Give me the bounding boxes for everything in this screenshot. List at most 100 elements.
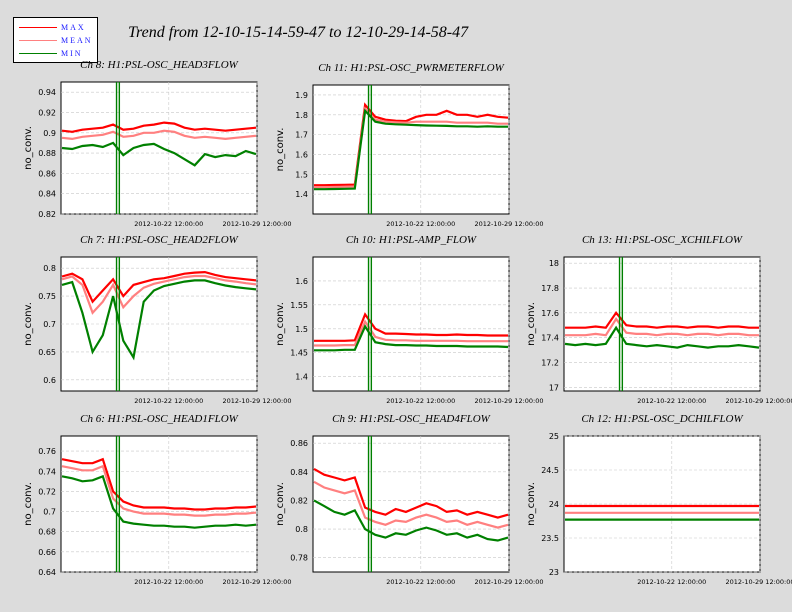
y-axis-label: no_conv. (275, 302, 286, 346)
series-max (61, 457, 257, 511)
data-gap-marker (370, 85, 373, 214)
x-tick-label: 2012-10-29 12:00:00 (222, 397, 291, 405)
series-min (564, 325, 760, 349)
data-gap-marker (370, 257, 373, 391)
plot-area (312, 435, 510, 573)
y-tick-label: 0.7 (43, 320, 56, 329)
legend: MAX MEAN MIN (13, 17, 98, 63)
y-tick-label: 1.6 (295, 277, 308, 286)
series-mean (314, 106, 508, 189)
y-tick-label: 0.66 (38, 548, 56, 557)
plot-area (60, 81, 258, 215)
y-tick-label: 0.82 (290, 496, 308, 505)
data-gap-marker (115, 436, 118, 572)
series-max (314, 102, 509, 187)
y-tick-label: 18 (549, 259, 559, 268)
legend-swatch-mean (19, 40, 57, 41)
x-tick-label: 2012-10-22 12:00:00 (386, 220, 455, 228)
chart-2: Ch 11: H1:PSL-OSC_PWRMETERFLOW 1.4 1.5 1.6 1… (275, 62, 544, 228)
y-tick-label: 23.5 (541, 534, 559, 543)
legend-item-mean: MEAN (14, 35, 97, 47)
legend-label-mean: MEAN (61, 36, 93, 45)
series-min (314, 108, 508, 191)
series-mean (61, 129, 257, 141)
x-tick-label: 2012-10-22 12:00:00 (386, 578, 455, 586)
series-min (61, 474, 257, 529)
y-tick-label: 24.5 (541, 466, 559, 475)
y-axis-label: no_conv. (23, 126, 34, 170)
series-min (314, 324, 509, 352)
data-gap-marker (115, 82, 118, 214)
legend-label-min: MIN (61, 49, 83, 58)
legend-item-min: MIN (14, 48, 97, 60)
y-tick-label: 0.74 (38, 467, 56, 476)
series-mean (61, 274, 257, 315)
y-tick-label: 1.4 (295, 373, 308, 382)
x-tick-label: 2012-10-29 12:00:00 (222, 220, 291, 228)
y-tick-label: 0.68 (38, 528, 56, 537)
chart-5: Ch 13: H1:PSL-OSC_XCHILFLOW 17 17.2 17.4 17.… (526, 234, 792, 405)
data-gap-marker (118, 82, 121, 214)
chart-title: Ch 11: H1:PSL-OSC_PWRMETERFLOW (318, 62, 504, 74)
y-tick-label: 0.86 (38, 169, 56, 178)
y-tick-label: 1.6 (295, 150, 308, 159)
y-tick-label: 0.82 (38, 210, 56, 219)
y-tick-label: 0.76 (38, 447, 56, 456)
x-tick-label: 2012-10-22 12:00:00 (134, 220, 203, 228)
y-tick-label: 1.7 (295, 131, 308, 140)
data-gap-marker (115, 257, 118, 391)
chart-title: Ch 9: H1:PSL-OSC_HEAD4FLOW (332, 413, 490, 425)
y-tick-label: 17.2 (541, 358, 559, 367)
series-mean (565, 317, 759, 337)
y-axis-label: no_conv. (23, 482, 34, 526)
chart-title: Ch 7: H1:PSL-OSC_HEAD2FLOW (80, 234, 238, 246)
x-tick-label: 2012-10-29 12:00:00 (474, 578, 543, 586)
y-tick-label: 1.55 (290, 301, 308, 310)
data-gap-marker (367, 85, 370, 214)
y-tick-label: 0.8 (43, 264, 56, 273)
y-axis-label: no_conv. (275, 482, 286, 526)
chart-4: Ch 10: H1:PSL-AMP_FLOW 1.4 1.45 1.5 1.55 1.6 2… (275, 234, 544, 405)
plot-area (312, 256, 510, 392)
y-tick-label: 0.92 (38, 108, 56, 117)
y-tick-label: 23 (549, 568, 559, 577)
x-tick-label: 2012-10-29 12:00:00 (725, 578, 792, 586)
x-tick-label: 2012-10-22 12:00:00 (637, 578, 706, 586)
series-min (313, 499, 509, 542)
data-gap-marker (370, 436, 373, 572)
series-min (61, 279, 257, 361)
y-tick-label: 0.65 (38, 348, 56, 357)
data-gap-marker (118, 436, 121, 572)
y-axis-label: no_conv. (526, 302, 537, 346)
y-tick-label: 0.7 (43, 508, 56, 517)
y-tick-label: 0.88 (38, 149, 56, 158)
chart-title: Ch 6: H1:PSL-OSC_HEAD1FLOW (80, 413, 238, 425)
y-tick-label: 0.75 (38, 292, 56, 301)
data-gap-marker (621, 257, 624, 391)
y-tick-label: 0.64 (38, 568, 56, 577)
chart-title: Ch 13: H1:PSL-OSC_XCHILFLOW (582, 234, 743, 246)
y-tick-label: 0.72 (38, 487, 56, 496)
legend-swatch-min (19, 53, 57, 54)
plot-area (563, 256, 761, 392)
x-tick-label: 2012-10-22 12:00:00 (386, 397, 455, 405)
y-tick-label: 0.94 (38, 88, 56, 97)
legend-label-max: MAX (61, 23, 86, 32)
y-tick-label: 1.5 (295, 325, 308, 334)
legend-item-max: MAX (14, 22, 97, 34)
x-tick-label: 2012-10-29 12:00:00 (474, 397, 543, 405)
y-tick-label: 25 (549, 432, 559, 441)
y-tick-label: 0.6 (43, 376, 56, 385)
x-tick-label: 2012-10-29 12:00:00 (725, 397, 792, 405)
legend-swatch-max (19, 27, 57, 28)
y-tick-label: 1.45 (290, 349, 308, 358)
x-tick-label: 2012-10-22 12:00:00 (134, 397, 203, 405)
y-tick-label: 0.86 (290, 439, 308, 448)
series-max (61, 270, 257, 304)
y-tick-label: 1.9 (295, 91, 308, 100)
x-tick-label: 2012-10-22 12:00:00 (637, 397, 706, 405)
y-tick-label: 17.8 (541, 284, 559, 293)
data-gap-marker (367, 257, 370, 391)
y-axis-label: no_conv. (23, 302, 34, 346)
series-max (565, 310, 759, 329)
